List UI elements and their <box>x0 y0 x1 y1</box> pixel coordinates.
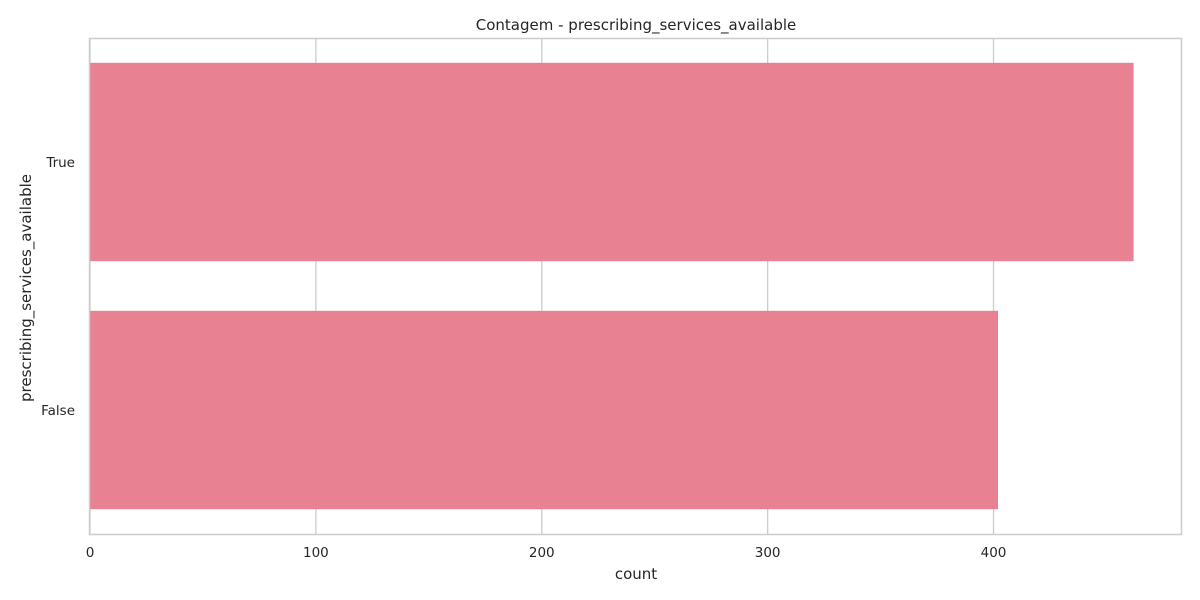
x-tick-labels: 0 100 200 300 400 <box>86 545 1007 561</box>
x-tick-label: 400 <box>981 545 1007 561</box>
x-tick-label: 0 <box>86 545 95 561</box>
y-axis-label: prescribing_services_available <box>17 174 36 402</box>
y-tick-label: True <box>45 155 75 171</box>
x-tick-label: 300 <box>755 545 781 561</box>
bar-false <box>90 310 999 510</box>
bars <box>90 62 1134 510</box>
bar-true <box>90 62 1134 262</box>
y-tick-label: False <box>41 403 75 419</box>
y-tick-labels: True False <box>41 155 75 419</box>
x-axis-label: count <box>615 565 657 583</box>
x-tick-label: 200 <box>529 545 555 561</box>
plot-frame <box>88 37 1183 536</box>
chart-title: Contagem - prescribing_services_availabl… <box>476 16 797 35</box>
x-tick-label: 100 <box>303 545 329 561</box>
